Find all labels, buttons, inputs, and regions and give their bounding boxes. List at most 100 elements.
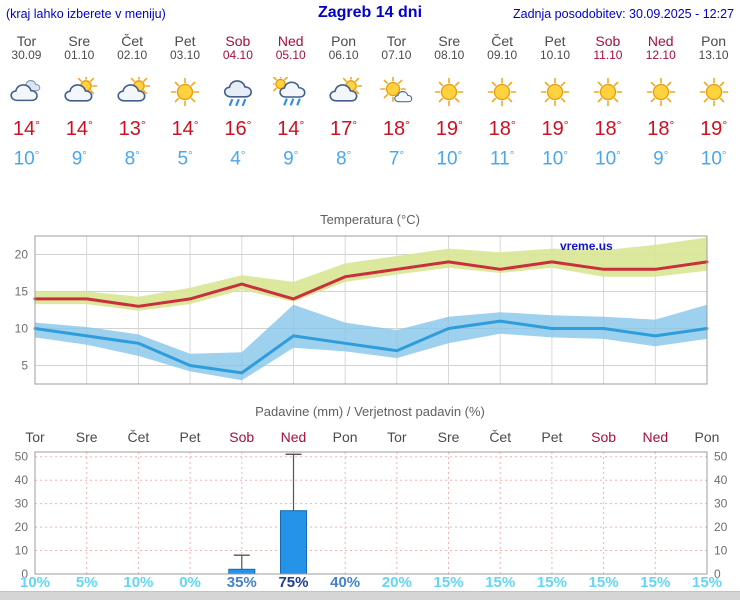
svg-text:0: 0 (21, 567, 28, 580)
day-name: Pon (701, 33, 727, 49)
day-column: Sre 08.10 19° 10° (423, 34, 476, 170)
svg-text:40: 40 (15, 473, 29, 487)
day-date: 09.10 (487, 48, 518, 62)
day-high-temp: 18° (382, 118, 410, 140)
precip-day-label: Pon (694, 429, 720, 445)
precip-probability-label: 40% (330, 574, 361, 591)
day-date: 03.10 (169, 48, 201, 62)
day-column: Pet 10.10 19° 10° (529, 34, 582, 170)
day-name: Pet (174, 33, 196, 49)
precip-day-label: Ned (642, 429, 669, 445)
temperature-chart: 5 10 15 20 vreme.us (15, 235, 709, 385)
precip-day-labels: Tor Sre Čet Pet Sob Ned Pon Tor Sre Čet Pet Sob Ned P… (0, 429, 740, 445)
horizontal-scrollbar[interactable] (0, 591, 740, 600)
day-high-temp: 19° (541, 118, 569, 140)
mostly-sunny-icon (370, 76, 423, 108)
day-date: 30.09 (11, 48, 42, 62)
day-low-temp: 9° (653, 148, 669, 170)
day-low-temp: 4° (230, 148, 246, 170)
day-date: 12.10 (645, 48, 676, 62)
svg-text:20: 20 (15, 248, 29, 262)
day-column: Ned 05.10 14° 9° (264, 34, 317, 170)
day-high-temp: 14° (171, 118, 199, 140)
precipitation-chart-title: Padavine (mm) / Verjetnost padavin (%) (255, 404, 485, 419)
precip-probability-label: 20% (381, 574, 412, 591)
day-name: Sre (438, 33, 461, 49)
day-date: 06.10 (328, 48, 359, 62)
precip-day-label: Čet (127, 429, 150, 445)
day-name: Ned (277, 33, 304, 49)
svg-text:50: 50 (714, 450, 728, 464)
precip-day-label: Čet (489, 429, 512, 445)
day-date: 08.10 (434, 48, 465, 62)
day-high-temp: 14° (277, 118, 305, 140)
partly-cloudy-icon (53, 76, 106, 108)
precipitation-chart: 0 0 10 10 20 20 30 30 40 40 50 50 (15, 450, 728, 580)
precip-day-label: Ned (280, 429, 307, 445)
day-low-temp: 5° (177, 148, 193, 170)
day-date: 10.10 (540, 48, 571, 62)
day-date: 05.10 (275, 48, 306, 62)
precip-probability-label: 35% (226, 574, 257, 591)
day-low-temp: 10° (595, 148, 621, 170)
sunny-icon (159, 76, 212, 108)
precip-day-label: Sre (75, 429, 98, 445)
svg-text:30: 30 (714, 497, 728, 511)
precip-day-label: Sob (591, 429, 617, 445)
day-column: Pon 06.10 17° 8° (317, 34, 370, 170)
day-date: 07.10 (381, 48, 412, 62)
sunny-icon (687, 76, 740, 108)
partly-cloudy-icon (106, 76, 159, 108)
day-high-temp: 18° (647, 118, 675, 140)
forecast-days-row: Tor 30.09 14° 10° Sre 01.10 14° 9° Čet 02.10 13° 8°… (0, 34, 740, 170)
day-date: 11.10 (593, 48, 623, 62)
svg-text:10: 10 (714, 544, 728, 558)
last-update: Zadnja posodobitev: 30.09.2025 - 12:27 (512, 7, 734, 21)
sunny-icon (634, 76, 687, 108)
precip-day-label: Pon (332, 429, 358, 445)
day-date: 13.10 (698, 48, 729, 62)
day-name: Ned (647, 33, 674, 49)
day-high-temp: 18° (594, 118, 622, 140)
day-low-temp: 8° (124, 148, 140, 170)
day-name: Sob (225, 33, 251, 49)
day-column: Čet 02.10 13° 8° (106, 34, 159, 170)
day-low-temp: 8° (336, 148, 352, 170)
day-high-temp: 17° (330, 118, 358, 140)
day-column: Čet 09.10 18° 11° (476, 34, 529, 170)
day-low-temp: 10° (436, 148, 463, 170)
day-low-temp: 9° (71, 148, 87, 170)
day-column: Sob 11.10 18° 10° (581, 34, 634, 170)
svg-text:0: 0 (714, 567, 721, 580)
precip-probability-label: 15% (588, 574, 619, 591)
location-hint: (kraj lahko izberete v meniju) (6, 7, 166, 21)
svg-text:10: 10 (15, 544, 29, 558)
precip-probability-label: 15% (640, 574, 671, 591)
day-column: Sre 01.10 14° 9° (53, 34, 106, 170)
day-name: Čet (491, 33, 514, 49)
day-low-temp: 11° (490, 148, 515, 170)
day-name: Pet (544, 33, 566, 49)
svg-text:20: 20 (15, 520, 29, 534)
day-name: Čet (121, 33, 144, 49)
day-column: Ned 12.10 18° 9° (634, 34, 687, 170)
day-high-temp: 14° (12, 118, 40, 140)
day-high-temp: 19° (700, 118, 728, 140)
rain-icon (211, 76, 264, 108)
svg-text:50: 50 (15, 450, 29, 464)
svg-text:15: 15 (15, 285, 29, 299)
svg-text:10: 10 (15, 322, 29, 336)
svg-text:40: 40 (714, 473, 728, 487)
precip-day-label: Pet (179, 429, 201, 445)
precip-probability-label: 15% (536, 574, 567, 591)
day-low-temp: 10° (13, 148, 40, 170)
precip-day-label: Sre (437, 429, 460, 445)
sunny-icon (423, 76, 476, 108)
precip-probability-label: 15% (691, 574, 723, 591)
day-column: Pon 13.10 19° 10° (687, 34, 740, 170)
day-low-temp: 10° (700, 148, 727, 170)
watermark: vreme.us (560, 239, 613, 253)
partly-cloudy-icon (317, 76, 370, 108)
precip-probability-label: 10% (123, 574, 154, 591)
